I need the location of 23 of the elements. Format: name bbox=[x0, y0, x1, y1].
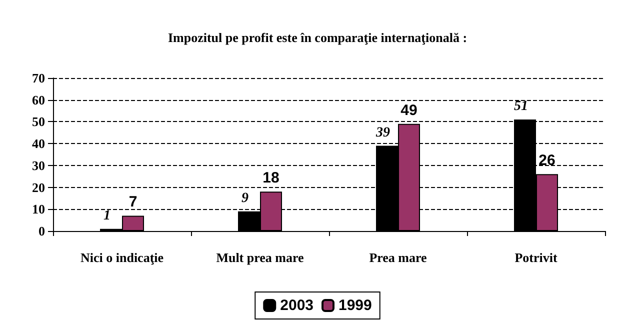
legend-label: 1999 bbox=[338, 297, 372, 314]
y-tick-label: 50 bbox=[32, 114, 45, 130]
x-tick-label: Nici o indicaţie bbox=[80, 250, 164, 265]
x-tick-label: Potrivit bbox=[514, 250, 558, 265]
data-label: 39 bbox=[375, 125, 390, 140]
y-tick-label: 40 bbox=[32, 136, 45, 152]
data-label: 18 bbox=[262, 170, 280, 187]
chart-title: Impozitul pe profit este în comparaţie internaţională : bbox=[168, 30, 468, 45]
y-tick-label: 10 bbox=[32, 202, 45, 217]
data-label: 49 bbox=[400, 102, 418, 119]
data-label: 9 bbox=[242, 190, 248, 206]
y-tick-label: 30 bbox=[32, 158, 45, 173]
data-label: 7 bbox=[128, 194, 138, 211]
y-tick-label: 0 bbox=[38, 224, 45, 238]
legend-label: 2003 bbox=[280, 297, 314, 314]
data-label: 51 bbox=[514, 99, 528, 114]
x-tick-label: Mult prea mare bbox=[216, 250, 304, 265]
x-tick-label: Prea mare bbox=[369, 250, 428, 265]
y-tick-label: 20 bbox=[32, 180, 45, 195]
data-label: 26 bbox=[538, 152, 556, 170]
data-label: 1 bbox=[104, 208, 110, 224]
y-tick-label: 60 bbox=[32, 92, 45, 108]
y-tick-label: 70 bbox=[32, 70, 45, 86]
